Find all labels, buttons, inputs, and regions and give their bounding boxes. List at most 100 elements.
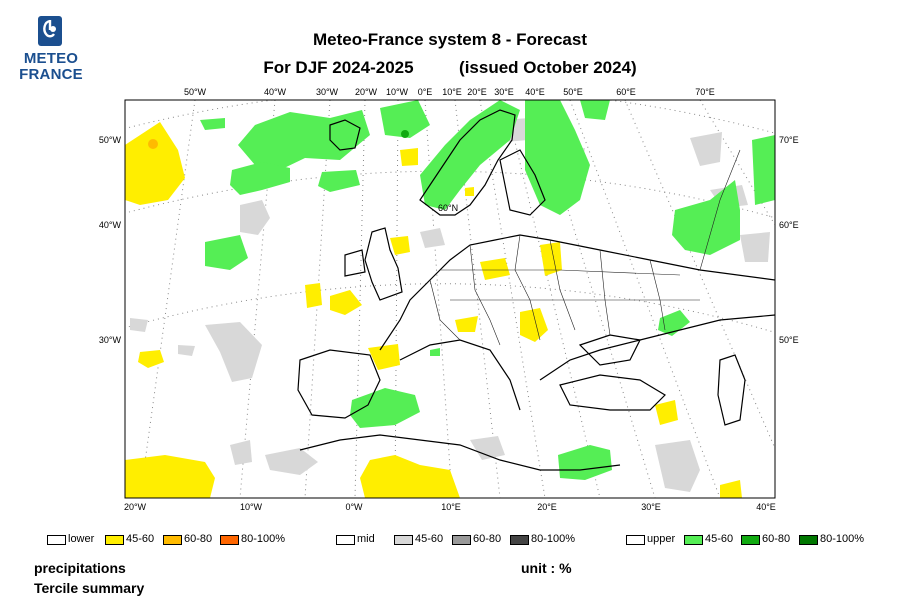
legend-swatch-lower-45-60 <box>105 535 124 545</box>
legend-swatch-lower <box>47 535 66 545</box>
season-label: For DJF 2024-2025 <box>263 58 414 77</box>
mid-area <box>265 448 318 475</box>
lower-area <box>360 455 460 498</box>
tick-label: 10°W <box>240 502 263 512</box>
tick-label: 30°W <box>99 335 122 345</box>
country-borders <box>429 149 741 346</box>
upper-area <box>380 100 430 138</box>
lower-area <box>400 148 418 166</box>
map-content <box>125 100 775 498</box>
tick-label: 40°W <box>264 87 287 97</box>
legend-swatch-upper-60-80 <box>741 535 760 545</box>
legend-label-upper: upper <box>647 533 676 545</box>
legend-label-upper-80-100: 80-100% <box>820 533 865 545</box>
bottom-tick-labels: 20°W 10°W 0°W 10°E 20°E 30°E 40°E <box>124 502 776 512</box>
legend-label-mid-60-80: 60-80 <box>473 533 502 545</box>
mid-area <box>690 132 722 166</box>
tick-label: 60°E <box>779 220 799 230</box>
lower-area <box>655 400 678 425</box>
tick-label: 20°W <box>355 87 378 97</box>
lower-area <box>720 480 742 498</box>
legend-swatch-upper <box>626 535 645 545</box>
tick-label: 40°W <box>99 220 122 230</box>
issue-label: (issued October 2024) <box>459 58 637 77</box>
lower-area <box>330 290 362 315</box>
mid-area <box>470 436 505 460</box>
lower-area <box>465 187 474 196</box>
page-subtitle: For DJF 2024-2025 (issued October 2024) <box>0 58 900 78</box>
upper-area <box>318 170 360 192</box>
tick-label: 30°E <box>494 87 514 97</box>
legend-swatch-mid <box>336 535 355 545</box>
upper-area <box>672 180 740 255</box>
upper-area <box>350 388 420 428</box>
meteo-france-logo: METEO FRANCE <box>18 16 84 86</box>
legend-label-lower: lower <box>68 533 95 545</box>
legend-swatch-mid-45-60 <box>394 535 413 545</box>
map-tick-labels: 50°W 40°W 30°W 20°W 10°W 0°E 10°E 20°E 30°E 40°E 5… <box>99 87 799 512</box>
logo-line2: FRANCE <box>19 66 83 83</box>
upper-area <box>430 348 440 356</box>
lower-area <box>138 350 164 368</box>
product-label: Tercile summary <box>34 580 145 596</box>
meteo-france-emblem-icon <box>38 16 62 46</box>
logo-line1: METEO <box>23 50 79 67</box>
mid-area <box>178 345 195 356</box>
lower-tercile-areas <box>125 122 742 498</box>
upper-area <box>420 100 520 210</box>
lower-area <box>455 316 478 332</box>
mid-area <box>740 232 770 262</box>
upper-area <box>205 235 248 270</box>
mid-area <box>240 200 270 235</box>
tick-label: 30°W <box>316 87 339 97</box>
upper-area <box>200 118 225 130</box>
tick-label: 10°E <box>442 87 462 97</box>
legend-label-mid-80-100: 80-100% <box>531 533 576 545</box>
upper-area <box>525 100 590 215</box>
tick-label: 0°W <box>345 502 363 512</box>
legend-swatch-upper-80-100 <box>799 535 818 545</box>
graticule <box>125 100 775 498</box>
legend-label-lower-45-60: 45-60 <box>126 533 155 545</box>
lower-area <box>390 236 410 255</box>
lower-area <box>480 258 510 280</box>
tick-label: 20°E <box>537 502 557 512</box>
lower-area <box>125 455 215 498</box>
legend-upper: upper 45-60 60-80 80-100% <box>626 533 891 547</box>
coastlines <box>297 109 775 471</box>
tick-label: 50°E <box>779 335 799 345</box>
left-tick-labels: 50°W 40°W 30°W <box>99 135 122 345</box>
upper-area <box>230 162 290 195</box>
tick-label: 70°E <box>779 135 799 145</box>
lower-area <box>540 242 562 276</box>
lower-area <box>368 344 400 370</box>
legend-mid: mid 45-60 60-80 80-100% <box>336 533 596 547</box>
tick-label: 50°W <box>99 135 122 145</box>
legend-label-lower-80-100: 80-100% <box>241 533 286 545</box>
page-title: Meteo-France system 8 - Forecast <box>313 30 587 49</box>
top-tick-labels: 50°W 40°W 30°W 20°W 10°W 0°E 10°E 20°E 30°E 40°E 5… <box>184 87 715 97</box>
tick-label: 70°E <box>695 87 715 97</box>
legend-label-upper-60-80: 60-80 <box>762 533 791 545</box>
legend-label-mid: mid <box>357 533 375 545</box>
legend-label-upper-45-60: 45-60 <box>705 533 734 545</box>
mid-area <box>205 322 262 382</box>
legend-label-mid-45-60: 45-60 <box>415 533 444 545</box>
tick-label: 60°E <box>616 87 636 97</box>
lower-area <box>305 283 322 308</box>
tick-label: 20°E <box>467 87 487 97</box>
mid-area <box>420 228 445 248</box>
tick-label: 50°W <box>184 87 207 97</box>
legend-swatch-upper-45-60 <box>684 535 703 545</box>
mid-area <box>655 440 700 492</box>
mid-area <box>230 440 252 465</box>
lower-area <box>148 139 158 149</box>
tick-label: 10°E <box>441 502 461 512</box>
lower-area <box>520 308 548 342</box>
map-frame <box>124 99 776 499</box>
tick-label: 0°E <box>418 87 433 97</box>
lower-area <box>125 122 185 205</box>
upper-area <box>752 135 775 205</box>
tick-label: 30°E <box>641 502 661 512</box>
unit-label: unit : % <box>521 560 572 576</box>
